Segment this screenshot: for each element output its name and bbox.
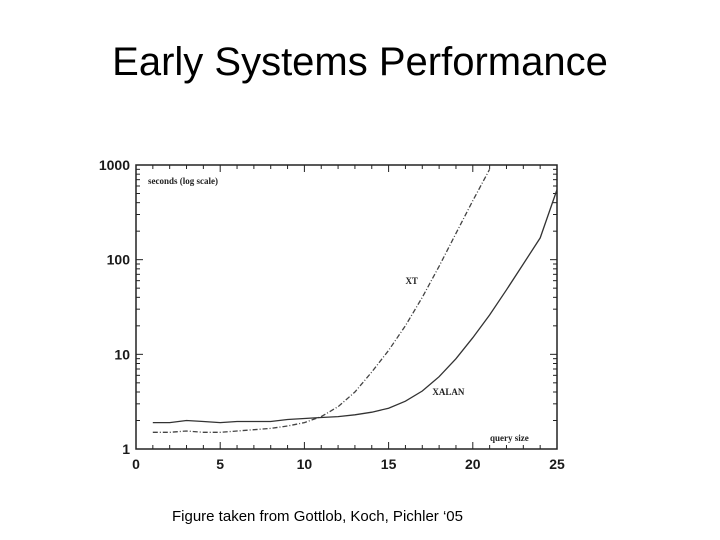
series-label-xt: XT [405, 276, 418, 286]
x-tick-label: 15 [381, 456, 397, 472]
x-tick-label: 25 [549, 456, 565, 472]
y-tick-labels: 1 10 100 1000 [99, 157, 130, 457]
x-tick-labels: 0 5 10 15 20 25 [132, 456, 565, 472]
series-xt-line [152, 168, 491, 433]
plot-frame [135, 164, 558, 450]
slide-title: Early Systems Performance [112, 40, 608, 84]
y-axis-label: seconds (log scale) [148, 176, 218, 186]
y-tick-label: 1 [122, 441, 130, 457]
x-tick-label: 10 [297, 456, 313, 472]
series-xalan-line [152, 189, 558, 424]
y-tick-label: 100 [107, 252, 131, 268]
y-tick-label: 10 [114, 346, 130, 362]
x-axis-label: query size [490, 433, 529, 443]
x-tick-label: 20 [465, 456, 481, 472]
tick-marks [135, 164, 558, 450]
x-tick-label: 5 [216, 456, 224, 472]
series-label-xalan: XALAN [432, 387, 465, 397]
figure-caption: Figure taken from Gottlob, Koch, Pichler… [172, 508, 463, 525]
y-tick-label: 1000 [99, 157, 130, 173]
x-tick-label: 0 [132, 456, 140, 472]
